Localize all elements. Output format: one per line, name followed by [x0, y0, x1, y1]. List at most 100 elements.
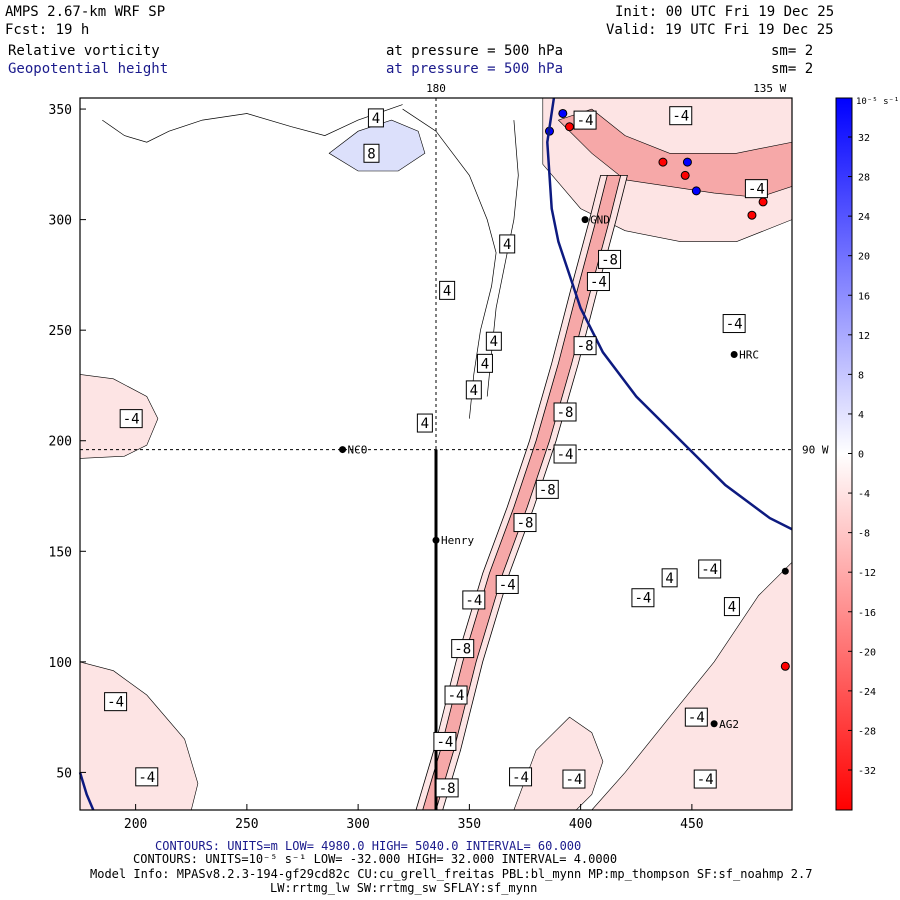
contour-label: 4: [372, 111, 380, 127]
contour-label: -4: [590, 275, 607, 291]
vorticity-max-6: [747, 210, 757, 220]
station-label: AG2: [719, 718, 739, 731]
contour-label: -8: [454, 642, 471, 658]
contour-label: -4: [499, 577, 516, 593]
contour-label-box: [499, 234, 516, 254]
contour-label: 4: [503, 237, 511, 253]
vorticity-max-2: [565, 122, 574, 132]
colorbar-tick-label: 0: [858, 450, 864, 461]
contour-label-box: [661, 568, 678, 588]
contour-label: -4: [726, 317, 743, 333]
vorticity-max-7: [758, 197, 768, 207]
colorbar-tick-label: -16: [858, 608, 876, 619]
contour-label-box: [684, 707, 708, 727]
vorticity-max-4: [691, 186, 701, 196]
colorbar-tick-label: 8: [858, 370, 864, 381]
init-time: Init: 00 UTC Fri 19 Dec 25: [615, 4, 835, 20]
southwest-negative-region: [79, 661, 199, 811]
contour-label: -4: [557, 447, 574, 463]
contour-label-box: [631, 588, 655, 608]
x-tick-label: 450: [680, 817, 703, 832]
contour-label: -4: [748, 182, 765, 198]
contour-label-box: [367, 108, 384, 128]
contour-label: -4: [577, 113, 594, 129]
geopotential-height-contour: [546, 97, 793, 531]
plot-frame: [79, 97, 793, 811]
colorbar-tick-label: -12: [858, 568, 876, 579]
contour-label-box: [476, 353, 493, 373]
contour-label: -4: [566, 772, 583, 788]
contour-label: -4: [672, 109, 689, 125]
field2-level: at pressure = 500 hPa: [386, 61, 564, 77]
contour-label-box: [509, 767, 533, 787]
contour-label: -4: [634, 591, 651, 607]
contour-label: 4: [470, 383, 478, 399]
contour-label-box: [693, 769, 717, 789]
y-tick-label: 100: [49, 656, 72, 671]
x-tick-label: 350: [458, 817, 481, 832]
contour-label: -4: [697, 772, 714, 788]
contour-label-box: [485, 331, 502, 351]
footer-vorticity-contours: CONTOURS: UNITS=10⁻⁵ s⁻¹ LOW= -32.000 HI…: [133, 852, 618, 866]
colorbar-tick-label: 20: [858, 252, 870, 263]
contour-label: 4: [490, 334, 498, 350]
vorticity-max-0: [558, 108, 568, 118]
colorbar-tick-label: -4: [858, 489, 870, 500]
field2-smoothing: sm= 2: [771, 61, 814, 77]
vorticity-max-5: [680, 170, 690, 180]
station-marker-HRC: [730, 350, 738, 358]
positive-vorticity-contour-1: [402, 108, 497, 419]
contour-label-box: [553, 402, 577, 422]
contour-label-box: [435, 778, 459, 798]
meridian-label: 180: [426, 82, 446, 95]
station-marker-NCO: [339, 446, 347, 454]
x-tick-label: 300: [346, 817, 369, 832]
colorbar-tick-label: -20: [858, 647, 876, 658]
y-tick-label: 300: [49, 214, 72, 229]
contour-label: -4: [436, 734, 453, 750]
contour-label: -4: [123, 412, 140, 428]
station-marker-AG2: [710, 720, 718, 728]
station-marker-GND: [581, 216, 589, 224]
contour-label-box: [451, 639, 475, 659]
y-tick-label: 350: [49, 103, 72, 118]
contour-label: 4: [443, 283, 451, 299]
vorticity-band-inner: [422, 175, 622, 811]
colorbar-tick-label: 16: [858, 291, 870, 302]
field2-name: Geopotential height: [8, 61, 169, 77]
forecast-hour: Fcst: 19 h: [5, 22, 90, 38]
y-tick-label: 150: [49, 545, 72, 560]
meridian-label: 90 W: [802, 444, 829, 457]
colorbar-tick-label: -8: [858, 529, 870, 540]
x-tick-label: 200: [124, 817, 147, 832]
contour-label-box: [598, 249, 622, 269]
contour-label-box: [562, 769, 586, 789]
contour-label-box: [535, 479, 559, 499]
contour-label: -4: [688, 710, 705, 726]
field1-smoothing: sm= 2: [771, 43, 814, 59]
station-label: HRC: [739, 348, 759, 361]
contour-label: -8: [601, 252, 618, 268]
station-label: Henry: [441, 534, 474, 547]
colorbar-tick-label: 32: [858, 133, 870, 144]
contour-label-box: [444, 685, 468, 705]
contour-label: 4: [421, 416, 429, 432]
station-label: GND: [590, 214, 610, 227]
colorbar-tick-label: 28: [858, 173, 870, 184]
station-marker-Henry: [432, 536, 440, 544]
contour-label: 4: [728, 600, 736, 616]
contour-label: -4: [107, 695, 124, 711]
contour-label-box: [439, 280, 456, 300]
contour-label-box: [513, 513, 537, 533]
contour-label-box: [573, 110, 597, 130]
contour-label-box: [416, 413, 433, 433]
field1-level: at pressure = 500 hPa: [386, 43, 564, 59]
contour-label-box: [698, 559, 722, 579]
contour-label: -8: [557, 405, 574, 421]
x-tick-label: 250: [235, 817, 258, 832]
contour-label-box: [586, 272, 610, 292]
contour-label-box: [722, 314, 746, 334]
field1-name: Relative vorticity: [8, 43, 160, 59]
station-marker-5: [781, 567, 789, 575]
